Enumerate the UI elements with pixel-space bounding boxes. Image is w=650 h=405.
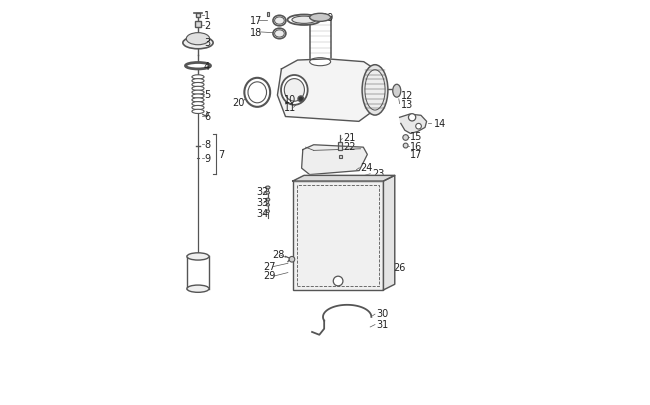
Text: 4: 4: [204, 62, 210, 72]
Ellipse shape: [266, 192, 270, 194]
Ellipse shape: [274, 18, 284, 25]
Ellipse shape: [192, 87, 204, 91]
Text: 12: 12: [401, 91, 413, 100]
Text: 1: 1: [204, 11, 210, 20]
Text: 34: 34: [257, 209, 268, 219]
Text: 20: 20: [232, 98, 244, 108]
Ellipse shape: [192, 76, 204, 80]
Text: 5: 5: [204, 90, 211, 100]
Polygon shape: [302, 145, 367, 175]
Ellipse shape: [192, 91, 204, 95]
Circle shape: [289, 257, 294, 262]
Bar: [292, 181, 384, 290]
Text: 6: 6: [204, 111, 210, 122]
Ellipse shape: [187, 34, 210, 46]
Text: 8: 8: [204, 140, 210, 150]
Text: 29: 29: [264, 271, 276, 281]
Polygon shape: [384, 176, 395, 290]
Text: 3: 3: [204, 38, 210, 48]
Ellipse shape: [192, 102, 204, 107]
Text: 15: 15: [410, 132, 422, 141]
Text: 30: 30: [376, 308, 389, 318]
Text: 19: 19: [322, 13, 335, 22]
Ellipse shape: [192, 110, 204, 114]
Ellipse shape: [187, 253, 209, 260]
Ellipse shape: [362, 66, 388, 116]
Circle shape: [403, 144, 408, 149]
Ellipse shape: [287, 15, 320, 26]
Ellipse shape: [183, 38, 213, 50]
Ellipse shape: [309, 58, 331, 66]
Ellipse shape: [192, 95, 204, 99]
Bar: [195, 22, 201, 28]
Ellipse shape: [309, 14, 331, 22]
Bar: [339, 156, 341, 159]
Text: 33: 33: [257, 198, 268, 207]
Circle shape: [403, 135, 408, 141]
Text: 10: 10: [284, 95, 296, 105]
Ellipse shape: [284, 79, 304, 102]
Text: 9: 9: [204, 153, 210, 163]
Text: 21: 21: [344, 133, 356, 143]
Text: 31: 31: [376, 319, 389, 329]
Text: 32: 32: [257, 187, 269, 197]
Text: 17: 17: [410, 150, 422, 160]
Ellipse shape: [192, 106, 204, 111]
Polygon shape: [278, 60, 376, 122]
Bar: [338, 142, 342, 151]
Ellipse shape: [365, 70, 385, 111]
Ellipse shape: [192, 79, 204, 83]
Circle shape: [298, 97, 304, 102]
Text: 28: 28: [272, 249, 284, 259]
Circle shape: [416, 124, 421, 130]
Ellipse shape: [192, 98, 204, 103]
Text: 17: 17: [250, 16, 262, 26]
Text: 18: 18: [250, 28, 262, 38]
Ellipse shape: [244, 79, 270, 108]
Text: 2: 2: [204, 21, 211, 30]
Ellipse shape: [266, 204, 270, 207]
Ellipse shape: [281, 76, 307, 106]
Text: 13: 13: [401, 99, 413, 109]
Circle shape: [408, 114, 416, 122]
Ellipse shape: [266, 199, 270, 202]
Ellipse shape: [266, 211, 270, 213]
Ellipse shape: [192, 83, 204, 87]
Text: 23: 23: [372, 168, 384, 179]
Ellipse shape: [185, 63, 211, 70]
Ellipse shape: [248, 83, 266, 104]
Text: 22: 22: [344, 142, 356, 152]
Text: 16: 16: [410, 141, 422, 151]
Text: 11: 11: [284, 103, 296, 113]
Text: 27: 27: [264, 261, 276, 271]
Ellipse shape: [273, 29, 286, 40]
Text: 7: 7: [218, 150, 224, 160]
Text: 14: 14: [434, 119, 446, 129]
Ellipse shape: [265, 187, 270, 190]
Ellipse shape: [292, 17, 316, 24]
Bar: [196, 14, 200, 17]
Polygon shape: [292, 176, 395, 181]
Text: 26: 26: [393, 262, 406, 272]
Ellipse shape: [274, 31, 284, 38]
Text: 25: 25: [372, 177, 384, 187]
Circle shape: [333, 277, 343, 286]
Polygon shape: [400, 115, 426, 134]
Bar: [266, 13, 269, 17]
Ellipse shape: [273, 16, 286, 27]
Ellipse shape: [393, 85, 401, 98]
Bar: [297, 185, 380, 286]
Ellipse shape: [187, 286, 209, 292]
Text: 24: 24: [361, 162, 373, 172]
